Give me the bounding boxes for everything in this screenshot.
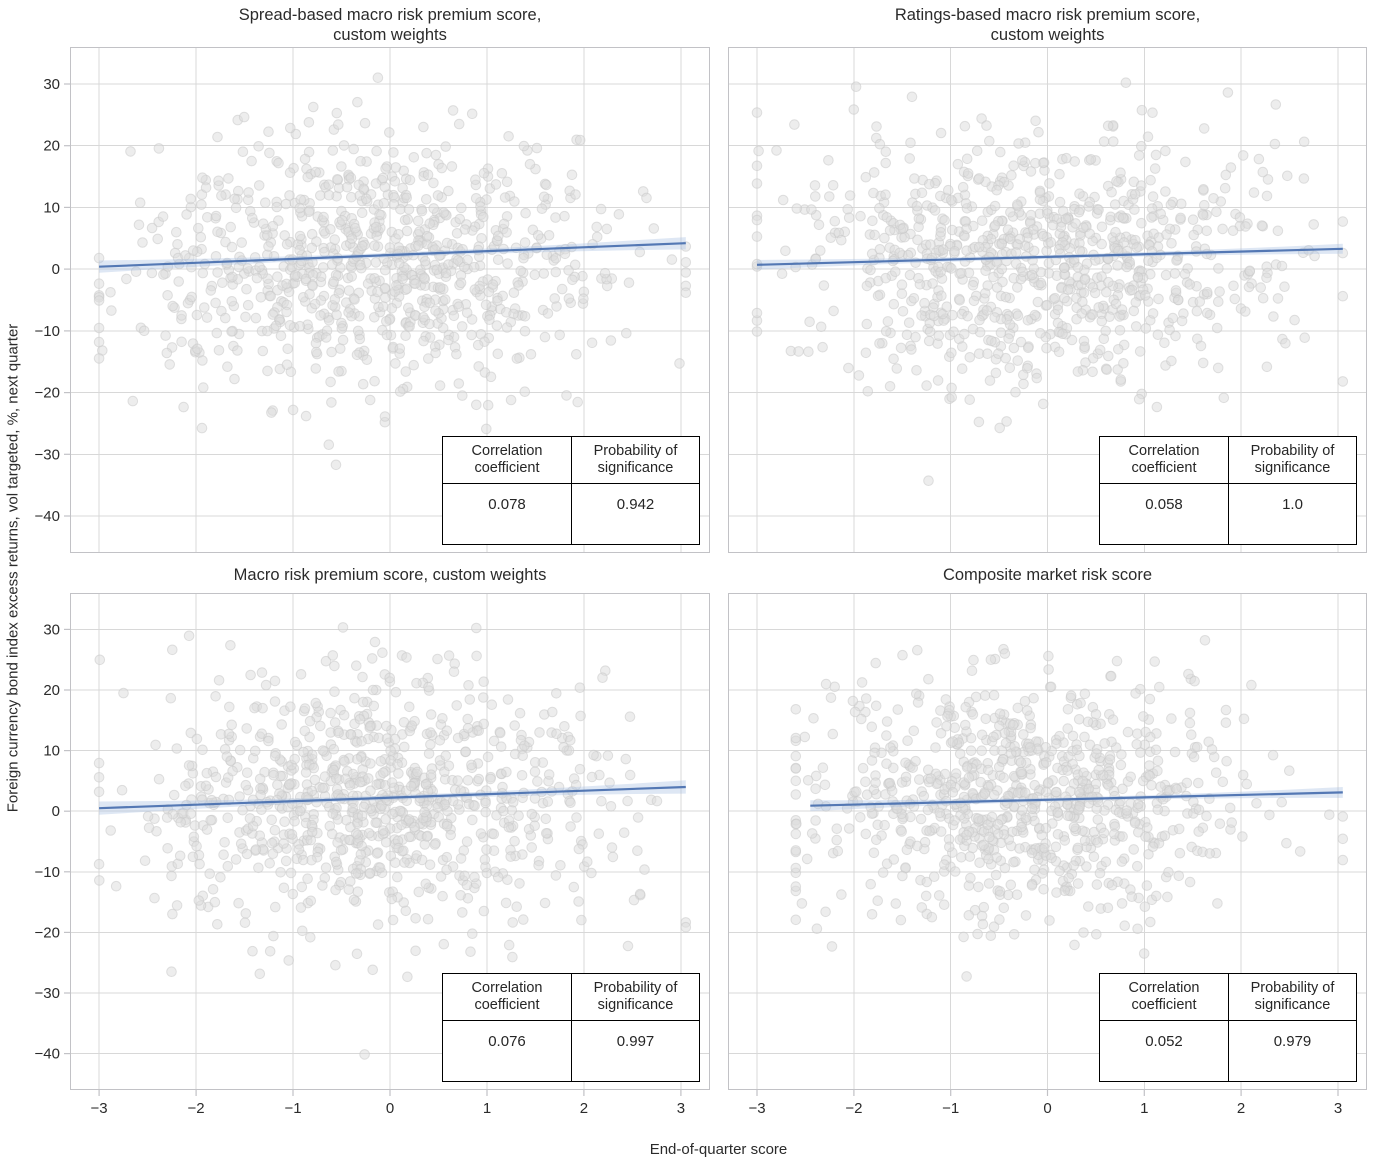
- svg-text:−3: −3: [748, 1100, 765, 1117]
- correlation-coefficient-header: Correlation coefficient: [1128, 443, 1200, 476]
- svg-text:3: 3: [677, 1100, 685, 1117]
- stats-table-macro-risk-premium: Correlation coefficient Probability of s…: [442, 973, 700, 1082]
- svg-text:30: 30: [43, 76, 60, 93]
- probability-of-significance-header: Probability of significance: [571, 974, 699, 1020]
- panel-title-ratings-based: Ratings-based macro risk premium score, …: [894, 6, 1201, 44]
- probability-of-significance-value: 1.0: [1228, 483, 1356, 544]
- svg-text:−1: −1: [284, 1100, 301, 1117]
- y-axis-label: Foreign currency bond index excess retur…: [4, 323, 22, 813]
- scatter-chart-spread-based: 30 20 10 0 −10 −20 −30 −40: [35, 46, 711, 554]
- svg-text:−40: −40: [35, 1046, 60, 1063]
- correlation-coefficient-value: 0.078: [443, 483, 571, 544]
- svg-text:2: 2: [1237, 1100, 1245, 1117]
- panel-title-macro-risk-premium: Macro risk premium score, custom weights: [233, 566, 547, 584]
- correlation-coefficient-header: Correlation coefficient: [1128, 980, 1200, 1013]
- probability-of-significance-header: Probability of significance: [571, 437, 699, 483]
- plot-panel-composite-market-risk: −3 −2 −1 0 1 2 3 Correlation coefficient Proba…: [727, 592, 1368, 1117]
- correlation-coefficient-header: Correlation coefficient: [471, 980, 543, 1013]
- svg-text:−10: −10: [35, 864, 60, 881]
- svg-text:−2: −2: [845, 1100, 862, 1117]
- scatter-chart-composite-market-risk: −3 −2 −1 0 1 2 3: [727, 592, 1368, 1117]
- probability-of-significance-value: 0.997: [571, 1020, 699, 1081]
- correlation-coefficient-value: 0.058: [1100, 483, 1228, 544]
- plot-panel-spread-based: 30 20 10 0 −10 −20 −30 −40 Correlation coeffici…: [35, 46, 711, 554]
- svg-text:−10: −10: [35, 323, 60, 340]
- svg-text:0: 0: [1043, 1100, 1051, 1117]
- plot-panel-ratings-based: Correlation coefficient Probability of s…: [727, 46, 1368, 554]
- svg-text:−40: −40: [35, 508, 60, 525]
- svg-text:−3: −3: [91, 1100, 108, 1117]
- probability-of-significance-value: 0.979: [1228, 1020, 1356, 1081]
- svg-text:0: 0: [386, 1100, 394, 1117]
- scatter-chart-ratings-based: [727, 46, 1368, 554]
- svg-text:30: 30: [43, 621, 60, 638]
- panel-title-composite-market-risk: Composite market risk score: [942, 566, 1153, 584]
- probability-of-significance-header: Probability of significance: [1228, 974, 1356, 1020]
- stats-table-composite-market-risk: Correlation coefficient Probability of s…: [1099, 973, 1357, 1082]
- svg-text:0: 0: [52, 803, 60, 820]
- svg-text:20: 20: [43, 138, 60, 155]
- svg-text:−20: −20: [35, 924, 60, 941]
- svg-text:1: 1: [1140, 1100, 1148, 1117]
- svg-text:10: 10: [43, 743, 60, 760]
- probability-of-significance-header: Probability of significance: [1228, 437, 1356, 483]
- svg-text:−1: −1: [942, 1100, 959, 1117]
- correlation-coefficient-value: 0.076: [443, 1020, 571, 1081]
- plot-panel-macro-risk-premium: −3 −2 −1 0 1 2 3 30 20 10 0 −10 −20 −30 −40 Correlatio…: [35, 592, 711, 1117]
- svg-text:20: 20: [43, 682, 60, 699]
- svg-text:0: 0: [52, 261, 60, 278]
- svg-text:−20: −20: [35, 385, 60, 402]
- svg-text:−2: −2: [188, 1100, 205, 1117]
- svg-text:3: 3: [1334, 1100, 1342, 1117]
- correlation-coefficient-value: 0.052: [1100, 1020, 1228, 1081]
- correlation-coefficient-header: Correlation coefficient: [471, 443, 543, 476]
- stats-table-spread-based: Correlation coefficient Probability of s…: [442, 436, 700, 545]
- svg-text:−30: −30: [35, 446, 60, 463]
- svg-text:10: 10: [43, 199, 60, 216]
- x-axis-label: End-of-quarter score: [649, 1141, 788, 1158]
- svg-text:−30: −30: [35, 985, 60, 1002]
- stats-table-ratings-based: Correlation coefficient Probability of s…: [1099, 436, 1357, 545]
- svg-text:1: 1: [483, 1100, 491, 1117]
- svg-text:2: 2: [580, 1100, 588, 1117]
- probability-of-significance-value: 0.942: [571, 483, 699, 544]
- panel-title-spread-based: Spread-based macro risk premium score, c…: [238, 6, 542, 44]
